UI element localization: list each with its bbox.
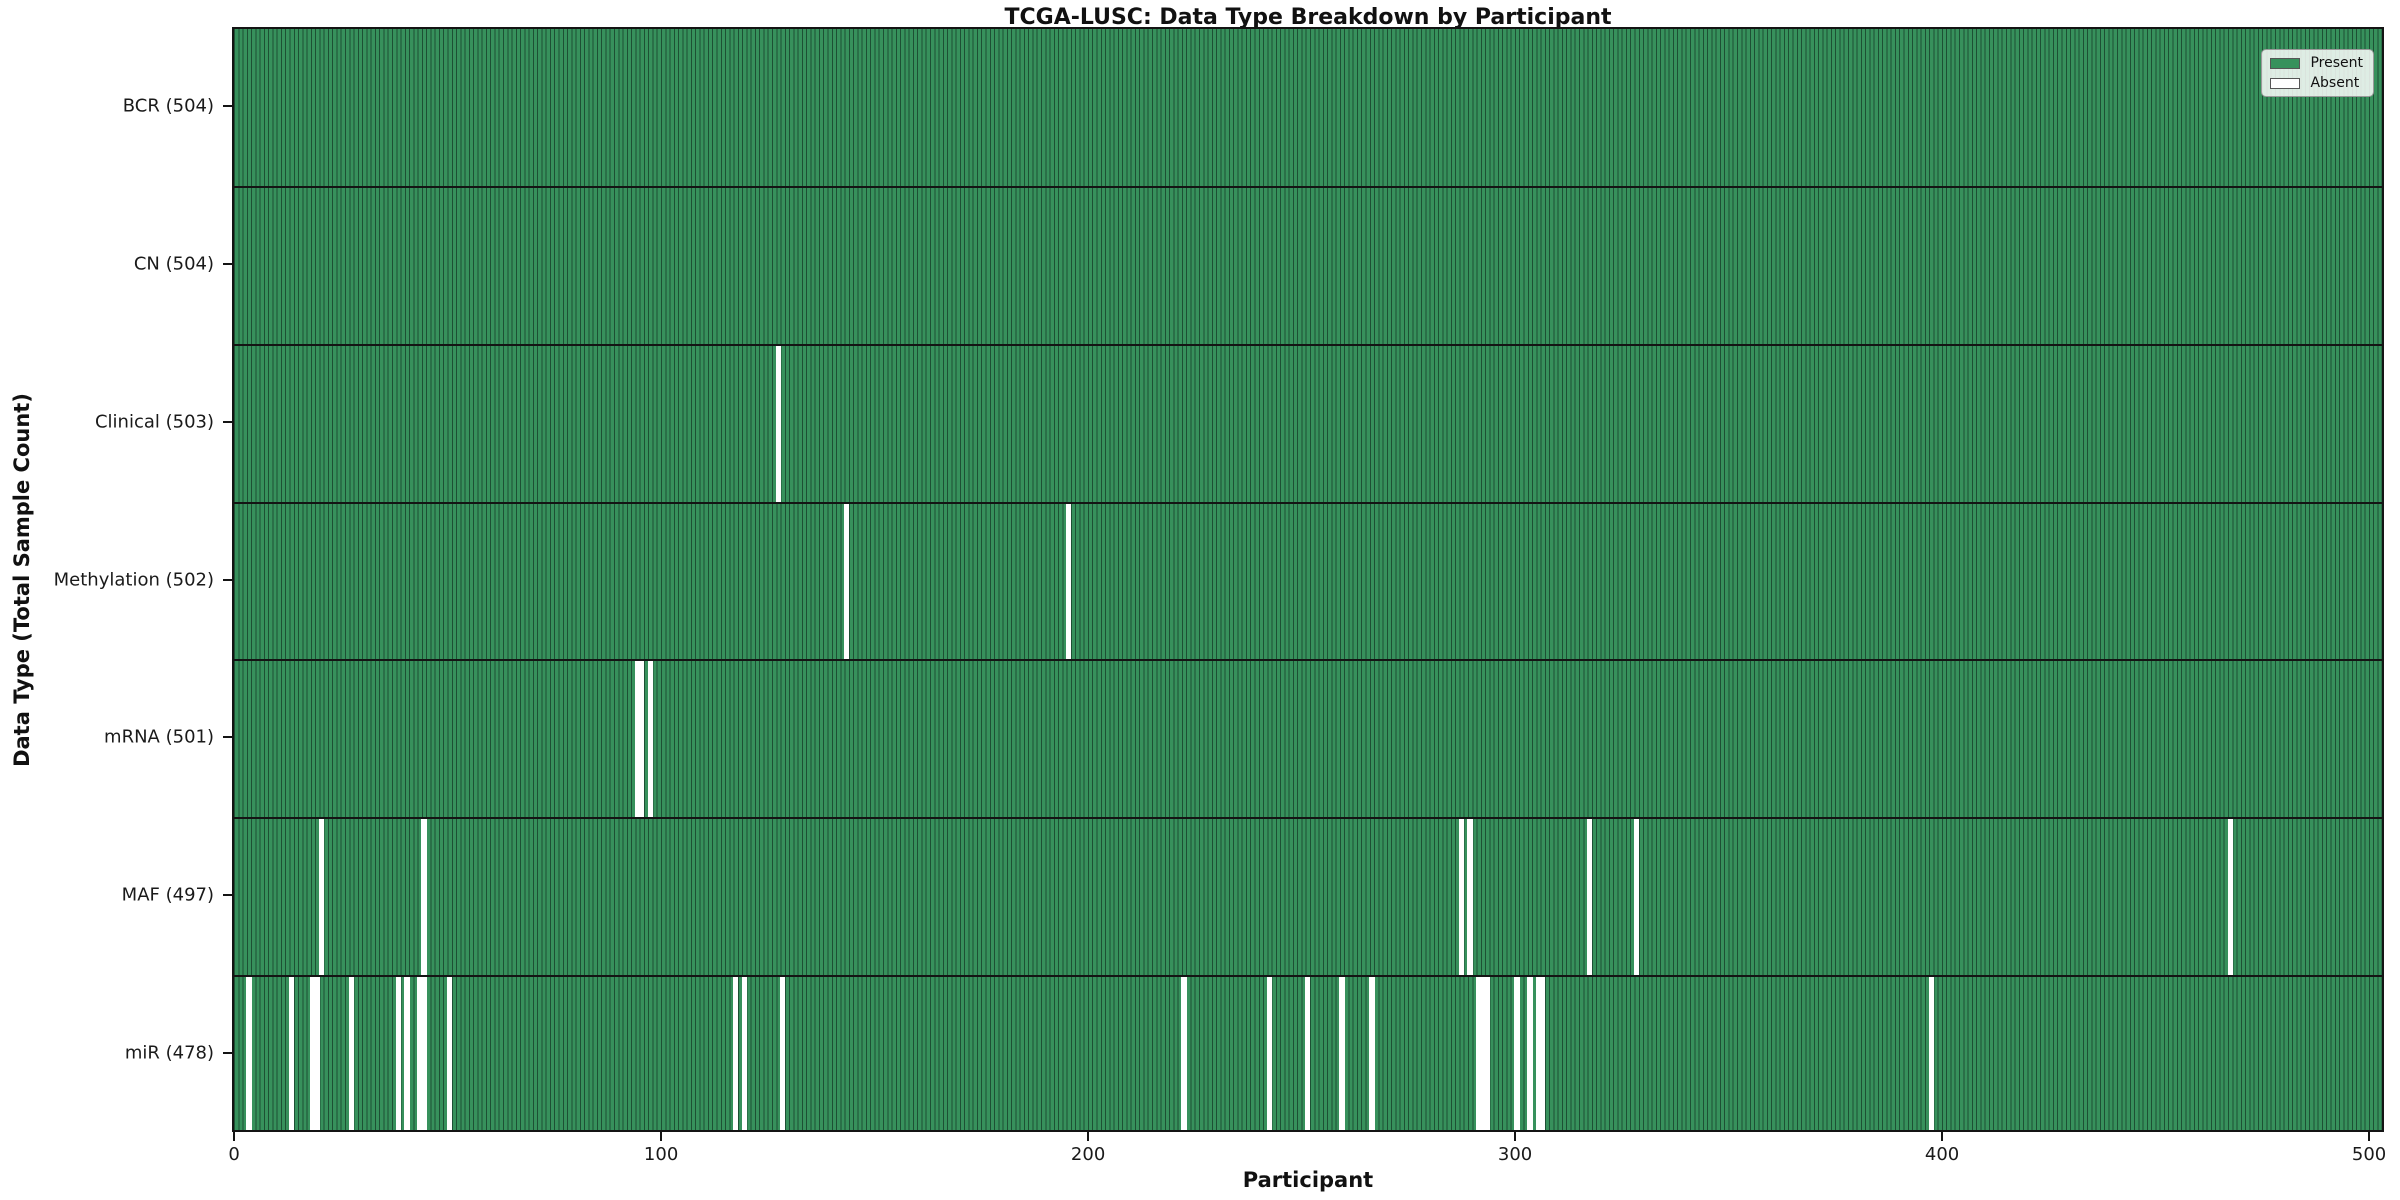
x-axis-label: Participant bbox=[1242, 1168, 1374, 1192]
absent-stripe-clinical-127 bbox=[775, 344, 782, 503]
absent-stripe-mrna-95 bbox=[639, 660, 645, 819]
x-tick-mark bbox=[1941, 1132, 1944, 1141]
x-tick-label-300: 300 bbox=[1497, 1144, 1533, 1165]
absent-stripe-mir-27 bbox=[348, 976, 355, 1130]
absent-stripe-maf-467 bbox=[2227, 818, 2233, 977]
y-tick-mark bbox=[223, 578, 232, 581]
x-tick-mark bbox=[2368, 1132, 2371, 1141]
absent-stripe-mir-259 bbox=[1339, 976, 1345, 1130]
absent-stripe-mir-397 bbox=[1928, 976, 1934, 1130]
x-tick-label-500: 500 bbox=[2351, 1144, 2387, 1165]
x-tick-label-400: 400 bbox=[1924, 1144, 1960, 1165]
plot-area: Present Absent bbox=[232, 27, 2384, 1132]
absent-stripe-methylation-143 bbox=[844, 502, 850, 661]
legend-label-present: Present bbox=[2310, 55, 2363, 71]
y-tick-label-maf: MAF (497) bbox=[121, 884, 214, 906]
absent-stripe-mir-306 bbox=[1540, 976, 1546, 1130]
absent-stripe-mir-19 bbox=[314, 976, 320, 1130]
absent-stripe-mir-242 bbox=[1266, 976, 1273, 1130]
absent-stripe-mrna-97 bbox=[647, 660, 653, 819]
absent-stripe-maf-287 bbox=[1458, 818, 1465, 977]
absent-stripe-mir-222 bbox=[1181, 976, 1187, 1130]
y-tick-label-cn: CN (504) bbox=[133, 253, 214, 275]
y-tick-label-clinical: Clinical (503) bbox=[94, 411, 214, 433]
absent-stripe-maf-44 bbox=[421, 818, 427, 977]
y-tick-mark bbox=[223, 894, 232, 897]
chart-title: TCGA-LUSC: Data Type Breakdown by Partic… bbox=[1004, 5, 1612, 30]
absent-stripe-mir-43 bbox=[417, 976, 423, 1130]
absent-stripe-mir-3 bbox=[246, 976, 252, 1130]
row-separator bbox=[234, 817, 2382, 820]
absent-stripe-mir-44 bbox=[421, 976, 427, 1130]
legend-entry-absent: Absent bbox=[2270, 76, 2363, 90]
absent-stripe-mir-251 bbox=[1305, 976, 1311, 1130]
absent-stripe-maf-317 bbox=[1587, 818, 1593, 977]
row-separator bbox=[234, 975, 2382, 978]
data-row-maf bbox=[234, 818, 2382, 977]
data-row-clinical bbox=[234, 344, 2382, 503]
absent-stripe-mir-18 bbox=[310, 976, 316, 1130]
absent-stripe-mir-305 bbox=[1535, 976, 1542, 1130]
y-tick-label-methylation: Methylation (502) bbox=[53, 569, 214, 590]
absent-stripe-mir-50 bbox=[446, 976, 453, 1130]
absent-stripe-methylation-195 bbox=[1066, 502, 1072, 661]
absent-stripe-mir-117 bbox=[733, 976, 739, 1130]
y-tick-mark bbox=[223, 104, 232, 107]
absent-stripe-mir-119 bbox=[741, 976, 747, 1130]
absent-stripe-mir-291 bbox=[1476, 976, 1482, 1130]
x-tick-mark bbox=[1087, 1132, 1090, 1141]
x-tick-mark bbox=[660, 1132, 663, 1141]
y-tick-mark bbox=[223, 420, 232, 423]
row-separator bbox=[234, 343, 2382, 346]
legend-label-absent: Absent bbox=[2310, 75, 2360, 91]
absent-stripe-maf-289 bbox=[1467, 818, 1473, 977]
y-tick-mark bbox=[223, 736, 232, 739]
x-tick-label-100: 100 bbox=[643, 1144, 679, 1165]
absent-stripe-mir-303 bbox=[1527, 976, 1533, 1130]
x-tick-mark bbox=[233, 1132, 236, 1141]
y-tick-label-mrna: mRNA (501) bbox=[104, 726, 214, 748]
data-row-cn bbox=[234, 186, 2382, 345]
data-row-mrna bbox=[234, 660, 2382, 819]
y-tick-mark bbox=[223, 262, 232, 265]
y-tick-mark bbox=[223, 1052, 232, 1055]
row-separator bbox=[234, 659, 2382, 662]
absent-stripe-maf-328 bbox=[1634, 818, 1640, 977]
absent-stripe-mir-40 bbox=[404, 976, 410, 1130]
absent-stripe-mir-292 bbox=[1480, 976, 1486, 1130]
x-tick-mark bbox=[1514, 1132, 1517, 1141]
absent-stripe-mir-300 bbox=[1514, 976, 1520, 1130]
row-separator bbox=[234, 501, 2382, 504]
absent-stripe-mir-128 bbox=[780, 976, 786, 1130]
absent-stripe-mir-13 bbox=[289, 976, 295, 1130]
data-row-bcr bbox=[234, 29, 2382, 187]
legend: Present Absent bbox=[2261, 49, 2374, 97]
absent-stripe-mrna-94 bbox=[634, 660, 641, 819]
absent-stripe-maf-20 bbox=[318, 818, 325, 977]
row-separator bbox=[234, 185, 2382, 188]
x-tick-label-0: 0 bbox=[228, 1144, 240, 1165]
absent-stripe-mir-266 bbox=[1369, 976, 1375, 1130]
absent-stripe-mir-38 bbox=[395, 976, 402, 1130]
x-tick-label-200: 200 bbox=[1070, 1144, 1106, 1165]
absent-swatch-icon bbox=[2270, 77, 2301, 89]
absent-stripe-mir-293 bbox=[1484, 976, 1490, 1130]
legend-entry-present: Present bbox=[2270, 56, 2363, 70]
y-tick-label-mir: miR (478) bbox=[124, 1042, 214, 1064]
data-row-methylation bbox=[234, 502, 2382, 661]
present-swatch-icon bbox=[2270, 57, 2301, 69]
y-tick-label-bcr: BCR (504) bbox=[122, 95, 214, 117]
